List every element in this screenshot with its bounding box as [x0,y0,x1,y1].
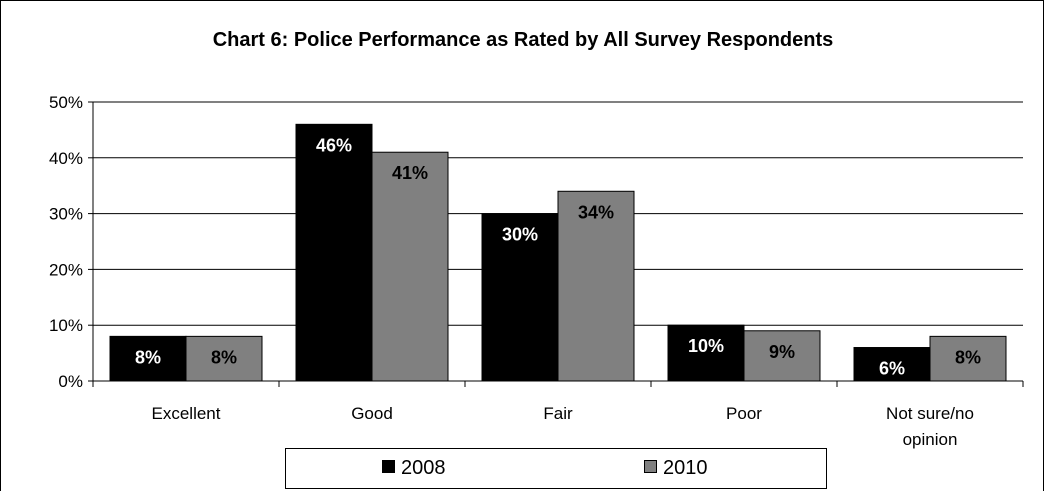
x-tick-label-line: Fair [543,404,573,423]
data-label: 9% [769,342,795,362]
x-tick-label: Fair [543,404,573,423]
x-tick-label: Excellent [152,404,221,423]
legend: 2008 2010 [285,448,827,489]
y-tick-label: 0% [58,372,83,391]
x-tick-label-line: Good [351,404,393,423]
y-tick-label: 10% [49,316,83,335]
x-tick-label-line: opinion [903,430,958,449]
x-tick-label: Not sure/no opinion [886,404,974,449]
bar-2010-3 [743,330,821,382]
bar-2008-2 [481,213,559,382]
y-tick-label: 40% [49,149,83,168]
data-label: 10% [688,336,724,356]
data-label: 34% [578,202,614,222]
bar-2010-0 [185,335,263,382]
legend-item-2010: 2010 [644,458,708,478]
data-label: 46% [316,135,352,155]
legend-swatch-2010 [644,460,657,473]
bar-2010-2 [557,190,635,382]
data-label: 8% [135,347,161,367]
legend-label-2010: 2010 [663,457,708,479]
x-tick-label-line: Excellent [152,404,221,423]
x-tick-label-line: Not sure/no [886,404,974,423]
bar-2008-0 [109,335,187,382]
data-label: 30% [502,225,538,245]
bar-2008-1 [295,123,373,382]
legend-label-2008: 2008 [401,457,446,479]
y-tick-label: 50% [49,93,83,112]
y-tick-label: 30% [49,205,83,224]
data-label: 8% [955,347,981,367]
bar-2010-4 [929,335,1007,382]
legend-swatch-2008 [382,460,395,473]
bar-2010-1 [371,151,449,382]
bar-2008-3 [667,324,745,382]
x-tick-label: Good [351,404,393,423]
x-tick-label: Poor [726,404,762,423]
bar-2008-4 [853,347,931,382]
data-label: 41% [392,163,428,183]
data-label: 6% [879,359,905,379]
data-label: 8% [211,347,237,367]
x-tick-label-line: Poor [726,404,762,423]
chart-title: Chart 6: Police Performance as Rated by … [212,29,834,51]
legend-item-2008: 2008 [382,458,446,478]
y-tick-label: 20% [49,260,83,279]
